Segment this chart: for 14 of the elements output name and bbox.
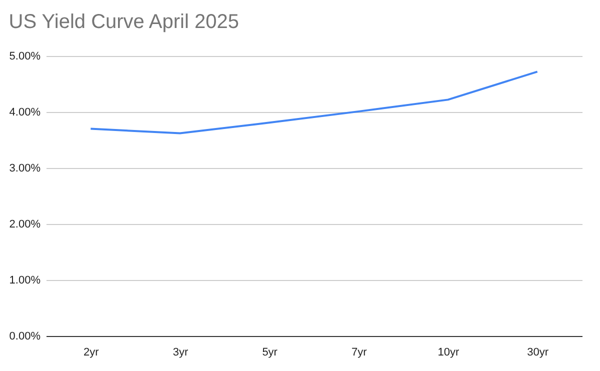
y-tick-label: 4.00% <box>9 106 41 118</box>
y-tick-label: 5.00% <box>9 50 41 62</box>
x-tick-label: 7yr <box>352 346 368 358</box>
x-tick-label: 30yr <box>527 346 549 358</box>
line-series <box>90 70 538 134</box>
y-tick-label: 1.00% <box>9 274 41 286</box>
x-tick-label: 3yr <box>172 346 188 358</box>
x-tick-label: 10yr <box>438 346 460 358</box>
y-tick-label: 2.00% <box>9 218 41 230</box>
y-tick-label: 3.00% <box>9 162 41 174</box>
y-tick-label: 0.00% <box>9 330 41 342</box>
x-tick-label: 2yr <box>84 346 100 358</box>
x-tick-label: 5yr <box>262 346 278 358</box>
chart-title: US Yield Curve April 2025 <box>8 11 239 33</box>
